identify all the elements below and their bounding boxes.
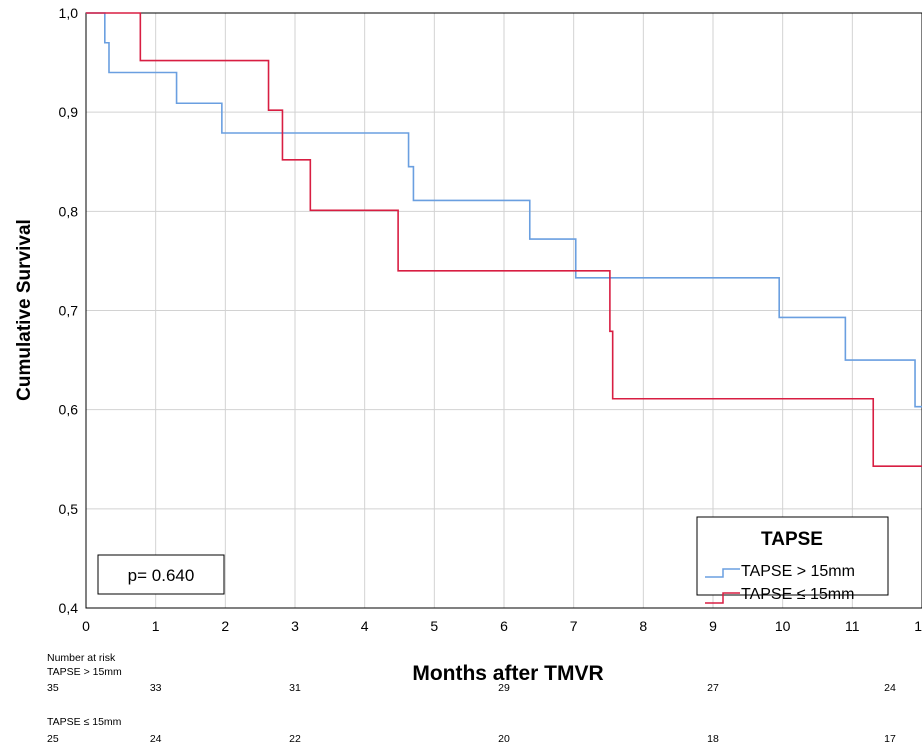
x-tick-label: 12 <box>914 618 922 634</box>
y-tick-label: 0,9 <box>59 104 79 120</box>
risk-count: 17 <box>884 733 896 745</box>
legend-box <box>696 516 889 596</box>
x-tick-label: 8 <box>639 618 647 634</box>
risk-count: 33 <box>150 682 162 694</box>
risk-group-label-2: TAPSE ≤ 15mm <box>47 716 122 728</box>
series-lines <box>86 12 922 467</box>
x-tick-label: 2 <box>221 618 229 634</box>
legend-swatch-tapse-le-15 <box>705 592 740 604</box>
risk-count: 29 <box>498 682 510 694</box>
legend-title: TAPSE <box>761 529 823 550</box>
x-tick-label: 3 <box>291 618 299 634</box>
x-tick-label: 11 <box>845 618 860 634</box>
legend-label-tapse-le-15: TAPSE ≤ 15mm <box>741 586 854 603</box>
plot-frame <box>85 12 922 609</box>
x-tick-label: 1 <box>152 618 160 634</box>
legend-label-tapse-gt-15: TAPSE > 15mm <box>741 563 855 580</box>
x-tick-label: 4 <box>361 618 369 634</box>
x-tick-label: 0 <box>82 618 90 634</box>
x-tick-label: 7 <box>570 618 578 634</box>
x-tick-label: 6 <box>500 618 508 634</box>
y-axis-title: Cumulative Survival <box>14 219 35 401</box>
risk-count: 27 <box>707 682 719 694</box>
legend-swatch-tapse-gt-15 <box>705 568 740 578</box>
y-tick-label: 1,0 <box>59 5 79 21</box>
grid <box>86 13 922 608</box>
risk-counts: 35 33 31 29 27 24 25 24 22 20 18 17 <box>47 682 896 745</box>
risk-table: Number at risk TAPSE > 15mm TAPSE ≤ 15mm… <box>47 652 896 745</box>
risk-count: 24 <box>150 733 162 745</box>
legend: TAPSE TAPSE > 15mm TAPSE ≤ 15mm <box>696 516 889 604</box>
axis-ticks: 01234567891011120,40,50,60,70,80,91,0 <box>59 5 922 634</box>
survival-curve-tapse-gt-15 <box>86 12 922 408</box>
risk-group-label-1: TAPSE > 15mm <box>47 666 122 678</box>
p-value-box: p= 0.640 <box>97 554 225 595</box>
risk-count: 31 <box>289 682 301 694</box>
x-tick-label: 5 <box>430 618 438 634</box>
y-tick-label: 0,6 <box>59 402 79 418</box>
risk-count: 25 <box>47 733 59 745</box>
risk-count: 24 <box>884 682 896 694</box>
y-tick-label: 0,7 <box>59 303 79 319</box>
risk-table-title: Number at risk <box>47 652 116 664</box>
p-value-text: p= 0.640 <box>128 566 195 585</box>
risk-count: 22 <box>289 733 301 745</box>
y-tick-label: 0,5 <box>59 501 79 517</box>
x-tick-label: 9 <box>709 618 717 634</box>
risk-count: 35 <box>47 682 59 694</box>
x-tick-label: 10 <box>775 618 791 634</box>
x-axis-title: Months after TMVR <box>412 662 603 685</box>
y-tick-label: 0,8 <box>59 203 79 219</box>
risk-count: 18 <box>707 733 719 745</box>
risk-count: 20 <box>498 733 510 745</box>
y-tick-label: 0,4 <box>59 600 79 616</box>
survival-curve-tapse-le-15 <box>86 12 922 467</box>
